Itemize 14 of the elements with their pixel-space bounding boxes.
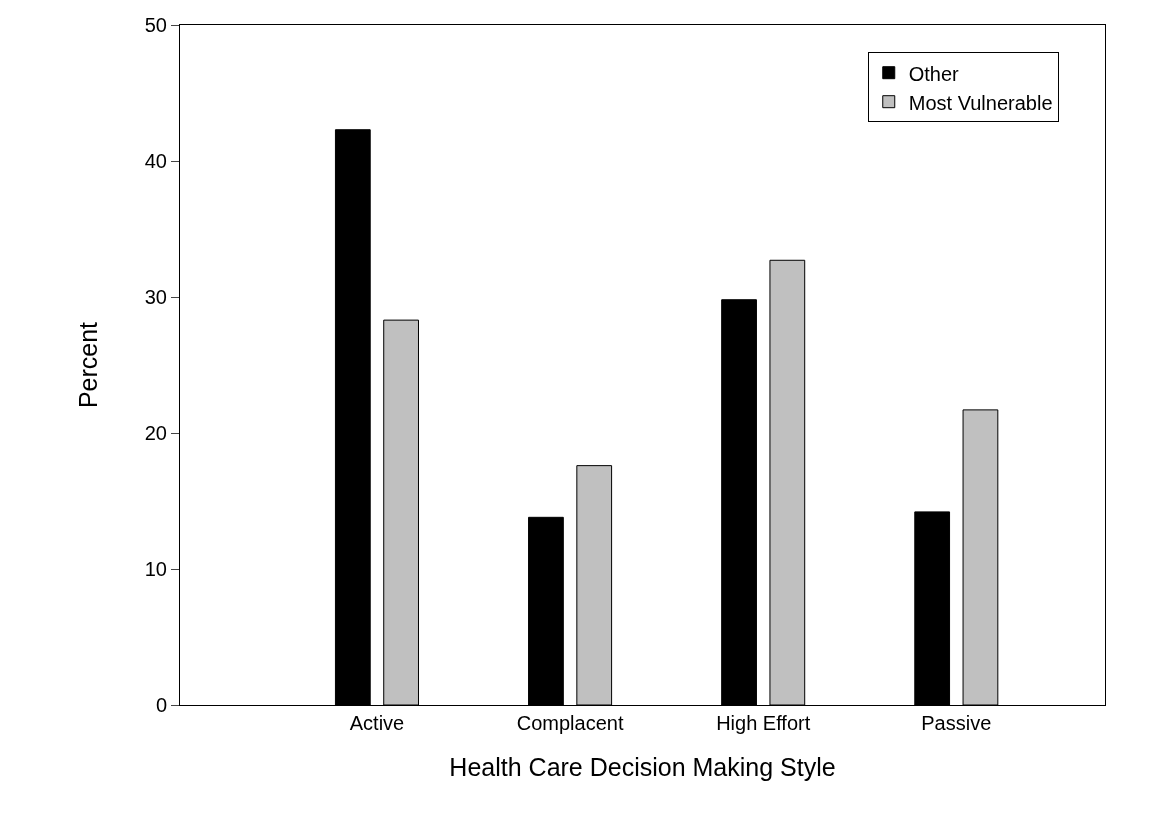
x-tick-label: Complacent [516, 712, 624, 734]
y-tick-label: 10 [144, 558, 167, 580]
legend-label: Other [908, 62, 960, 85]
y-tick-label: 30 [144, 286, 167, 308]
x-tick-label: High Effort [716, 712, 811, 734]
y-tick-label: 20 [144, 422, 167, 444]
legend-label: Most Vulnerable [908, 91, 1053, 114]
y-tick-label: 40 [144, 150, 167, 172]
y-tick-label: 0 [155, 694, 167, 716]
x-tick-label: Passive [921, 712, 992, 734]
x-axis-title: Health Care Decision Making Style [449, 753, 836, 781]
y-axis-title: Percent [73, 321, 102, 409]
x-tick-label: Active [349, 712, 405, 734]
y-tick-label: 50 [144, 14, 167, 36]
